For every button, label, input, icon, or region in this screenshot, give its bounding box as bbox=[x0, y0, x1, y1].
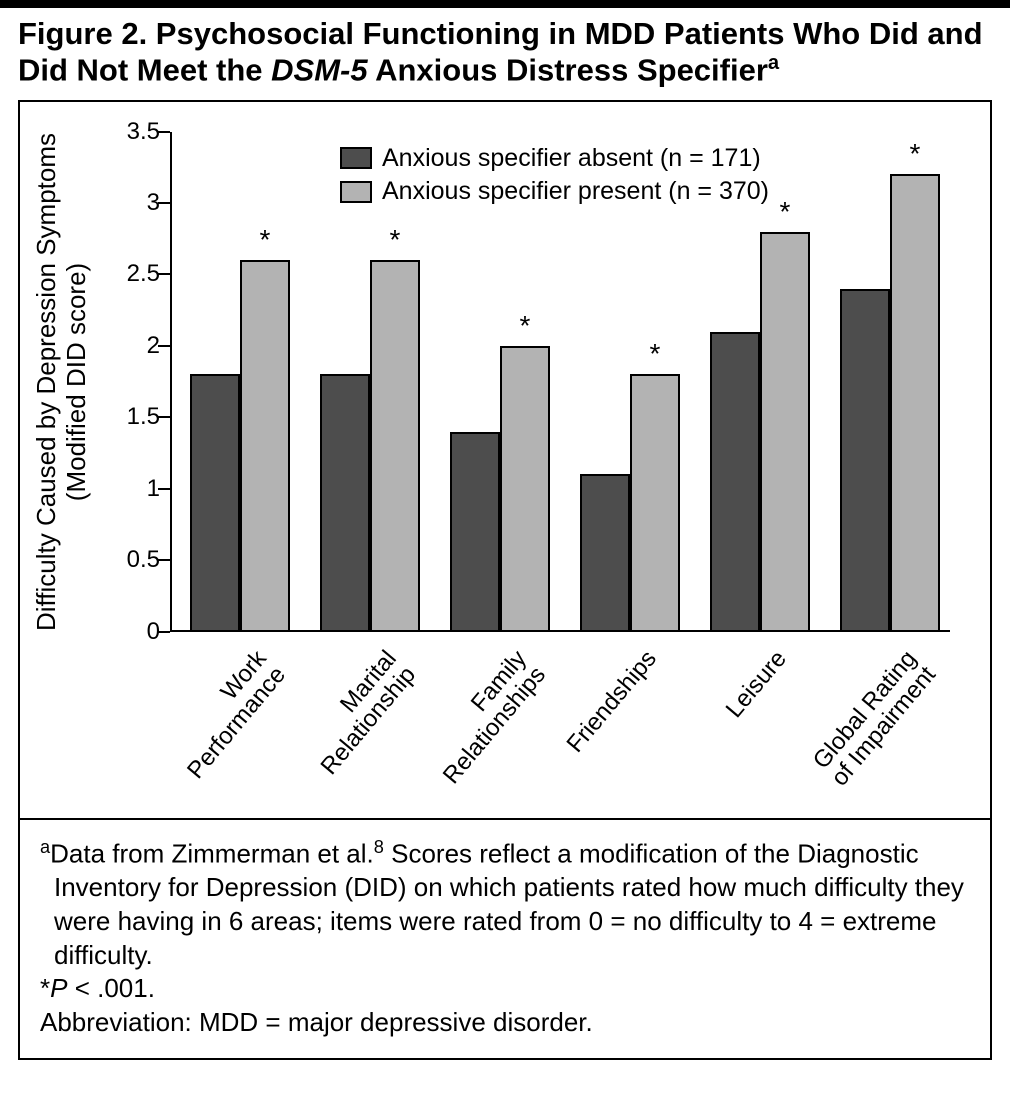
y-tick-label: 1.5 bbox=[100, 403, 160, 431]
figure-container: Figure 2. Psychosocial Functioning in MD… bbox=[0, 0, 1010, 1060]
caption-footnote-a: aData from Zimmerman et al.8 Scores refl… bbox=[40, 836, 970, 973]
legend-item-present: Anxious specifier present (n = 370) bbox=[340, 175, 769, 209]
significance-marker: * bbox=[390, 224, 401, 256]
y-axis-title: Difficulty Caused by Depression Symptoms… bbox=[32, 133, 92, 631]
y-tick-label: 1 bbox=[100, 475, 160, 503]
plot-area: Anxious specifier absent (n = 171) Anxio… bbox=[170, 132, 950, 632]
y-tick-label: 3 bbox=[100, 189, 160, 217]
bar-present bbox=[630, 374, 680, 631]
significance-marker: * bbox=[650, 338, 661, 370]
significance-marker: * bbox=[910, 138, 921, 170]
caption-abbrev: Abbreviation: MDD = major depressive dis… bbox=[40, 1006, 970, 1040]
y-tick-label: 0.5 bbox=[100, 546, 160, 574]
bar-present bbox=[760, 232, 810, 632]
y-tick-label: 3.5 bbox=[100, 118, 160, 146]
caption-panel: aData from Zimmerman et al.8 Scores refl… bbox=[18, 820, 992, 1060]
legend-swatch-absent bbox=[340, 147, 372, 169]
x-category-label: Global Rating of Impairment bbox=[773, 646, 940, 832]
y-axis-title-line1: Difficulty Caused by Depression Symptoms bbox=[31, 133, 61, 631]
y-axis-line bbox=[170, 132, 172, 632]
x-category-label: Leisure bbox=[643, 646, 791, 815]
legend-swatch-present bbox=[340, 181, 372, 203]
significance-marker: * bbox=[780, 196, 791, 228]
bar-present bbox=[370, 260, 420, 631]
significance-marker: * bbox=[260, 224, 271, 256]
bar-absent bbox=[190, 374, 240, 631]
legend: Anxious specifier absent (n = 171) Anxio… bbox=[340, 142, 769, 210]
y-tick-label: 0 bbox=[100, 618, 160, 646]
top-rule bbox=[0, 0, 1010, 8]
bar-absent bbox=[450, 432, 500, 632]
bar-present bbox=[890, 174, 940, 631]
chart-panel: Difficulty Caused by Depression Symptoms… bbox=[18, 100, 992, 820]
legend-item-absent: Anxious specifier absent (n = 171) bbox=[340, 142, 769, 176]
legend-label-absent: Anxious specifier absent (n = 171) bbox=[382, 142, 761, 176]
legend-label-present: Anxious specifier present (n = 370) bbox=[382, 175, 769, 209]
caption-pvalue: *P < .001. bbox=[40, 972, 970, 1006]
bar-present bbox=[500, 346, 550, 632]
bar-absent bbox=[840, 289, 890, 632]
bar-present bbox=[240, 260, 290, 631]
y-axis-title-line2: (Modified DID score) bbox=[61, 262, 91, 500]
bar-absent bbox=[320, 374, 370, 631]
figure-title: Figure 2. Psychosocial Functioning in MD… bbox=[0, 8, 1010, 100]
y-tick-label: 2.5 bbox=[100, 260, 160, 288]
bar-absent bbox=[580, 474, 630, 631]
bar-absent bbox=[710, 332, 760, 632]
y-tick-label: 2 bbox=[100, 332, 160, 360]
significance-marker: * bbox=[520, 310, 531, 342]
